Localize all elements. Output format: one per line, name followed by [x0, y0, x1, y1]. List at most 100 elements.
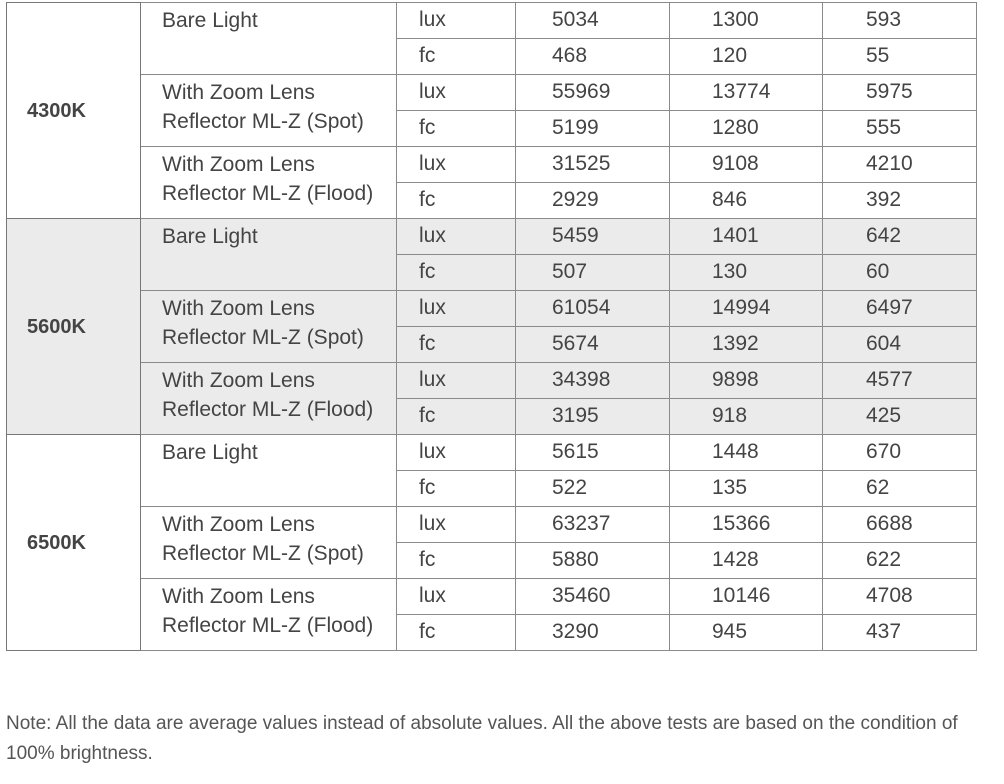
value-cell: 5034 — [515, 2, 670, 39]
value-cell: 670 — [822, 434, 977, 471]
value-cell: 642 — [822, 218, 977, 255]
value-cell: 9108 — [669, 146, 823, 183]
value-cell: 522 — [515, 470, 670, 507]
table-row: With Zoom Lens Reflector ML-Z (Spot) lux 6… — [7, 506, 977, 579]
condition-cell: Bare Light — [140, 2, 397, 75]
value-cell: 1392 — [669, 326, 823, 363]
value-cell: 2929 — [515, 182, 670, 219]
unit-cell: lux — [396, 290, 516, 327]
table-row: fc 468 120 55 — [7, 38, 977, 75]
table-row: 4300K Bare Light lux 5034 1300 593 — [6, 2, 977, 219]
unit-cell: fc — [396, 326, 516, 363]
value-cell: 10146 — [669, 578, 823, 615]
value-cell: 5975 — [822, 74, 977, 111]
value-cell: 1428 — [669, 542, 823, 579]
value-cell: 5615 — [515, 434, 670, 471]
value-cell: 4577 — [822, 362, 977, 399]
value-cell: 468 — [515, 38, 670, 75]
table-row: fc 2929 846 392 — [7, 182, 977, 219]
value-cell: 31525 — [515, 146, 670, 183]
condition-cell: Bare Light — [140, 218, 397, 291]
table-body: 4300K Bare Light lux 5034 1300 593 fc 468 120 55 W… — [6, 2, 977, 651]
value-cell: 14994 — [669, 290, 823, 327]
value-cell: 5674 — [515, 326, 670, 363]
table-row: fc 3195 918 425 — [7, 398, 977, 435]
unit-cell: fc — [396, 614, 516, 651]
value-cell: 4708 — [822, 578, 977, 615]
table-row: With Zoom Lens Reflector ML-Z (Flood) lux… — [7, 146, 977, 219]
value-cell: 55969 — [515, 74, 670, 111]
unit-cell: fc — [396, 110, 516, 147]
condition-cell: With Zoom Lens Reflector ML-Z (Flood) — [140, 578, 397, 651]
table-row: With Zoom Lens Reflector ML-Z (Spot) lux 6… — [7, 290, 977, 363]
table-row: With Zoom Lens Reflector ML-Z (Flood) lux… — [7, 578, 977, 651]
unit-cell: fc — [396, 470, 516, 507]
value-cell: 3290 — [515, 614, 670, 651]
illuminance-table: 4300K Bare Light lux 5034 1300 593 fc 468 120 55 W… — [6, 2, 977, 651]
value-cell: 593 — [822, 2, 977, 39]
condition-cell: With Zoom Lens Reflector ML-Z (Spot) — [140, 74, 397, 147]
unit-cell: lux — [396, 74, 516, 111]
condition-cell: With Zoom Lens Reflector ML-Z (Flood) — [140, 146, 397, 219]
value-cell: 60 — [822, 254, 977, 291]
value-cell: 4210 — [822, 146, 977, 183]
condition-cell: With Zoom Lens Reflector ML-Z (Flood) — [140, 362, 397, 435]
value-cell: 1401 — [669, 218, 823, 255]
value-cell: 6497 — [822, 290, 977, 327]
value-cell: 3195 — [515, 398, 670, 435]
unit-cell: lux — [396, 434, 516, 471]
value-cell: 120 — [669, 38, 823, 75]
table-row: 6500K Bare Light lux 5615 1448 670 — [6, 434, 977, 651]
value-cell: 555 — [822, 110, 977, 147]
table-row: fc 507 130 60 — [7, 254, 977, 291]
value-cell: 34398 — [515, 362, 670, 399]
value-cell: 945 — [669, 614, 823, 651]
value-cell: 6688 — [822, 506, 977, 543]
unit-cell: fc — [396, 182, 516, 219]
value-cell: 15366 — [669, 506, 823, 543]
table-row: With Zoom Lens Reflector ML-Z (Spot) lux 5… — [7, 74, 977, 147]
value-cell: 9898 — [669, 362, 823, 399]
condition-cell: Bare Light — [140, 434, 397, 507]
unit-cell: fc — [396, 38, 516, 75]
color-temperature-cell: 4300K — [6, 2, 141, 219]
value-cell: 130 — [669, 254, 823, 291]
value-cell: 1448 — [669, 434, 823, 471]
unit-cell: lux — [396, 2, 516, 39]
value-cell: 437 — [822, 614, 977, 651]
unit-cell: lux — [396, 218, 516, 255]
value-cell: 392 — [822, 182, 977, 219]
value-cell: 5199 — [515, 110, 670, 147]
value-cell: 135 — [669, 470, 823, 507]
value-cell: 425 — [822, 398, 977, 435]
table-row: With Zoom Lens Reflector ML-Z (Flood) lux… — [7, 362, 977, 435]
unit-cell: fc — [396, 398, 516, 435]
value-cell: 604 — [822, 326, 977, 363]
table-row: fc 522 135 62 — [7, 470, 977, 507]
unit-cell: lux — [396, 578, 516, 615]
value-cell: 507 — [515, 254, 670, 291]
value-cell: 62 — [822, 470, 977, 507]
value-cell: 55 — [822, 38, 977, 75]
value-cell: 63237 — [515, 506, 670, 543]
table-row: fc 3290 945 437 — [7, 614, 977, 651]
table-row: fc 5199 1280 555 — [7, 110, 977, 147]
condition-cell: With Zoom Lens Reflector ML-Z (Spot) — [140, 290, 397, 363]
value-cell: 918 — [669, 398, 823, 435]
unit-cell: lux — [396, 146, 516, 183]
table-row: 5600K Bare Light lux 5459 1401 642 — [6, 218, 977, 435]
value-cell: 846 — [669, 182, 823, 219]
color-temperature-cell: 5600K — [6, 218, 141, 435]
unit-cell: fc — [396, 254, 516, 291]
value-cell: 5459 — [515, 218, 670, 255]
value-cell: 1280 — [669, 110, 823, 147]
value-cell: 5880 — [515, 542, 670, 579]
unit-cell: lux — [396, 362, 516, 399]
footnote: Note: All the data are average values in… — [6, 713, 958, 764]
value-cell: 35460 — [515, 578, 670, 615]
value-cell: 13774 — [669, 74, 823, 111]
condition-cell: With Zoom Lens Reflector ML-Z (Spot) — [140, 506, 397, 579]
value-cell: 61054 — [515, 290, 670, 327]
unit-cell: lux — [396, 506, 516, 543]
value-cell: 1300 — [669, 2, 823, 39]
